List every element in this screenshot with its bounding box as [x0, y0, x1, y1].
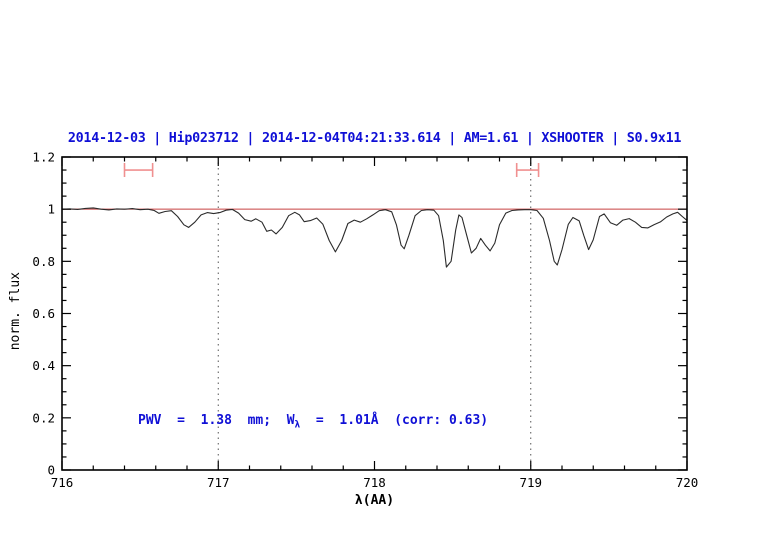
- pwv-annotation: PWV = 1.38 mm; Wλ = 1.01Å (corr: 0.63): [138, 413, 488, 431]
- spectrum-line: [61, 207, 688, 268]
- y-tick-label: 0.6: [32, 306, 55, 321]
- range-marker-1: [123, 163, 154, 178]
- y-tick-label: 0.4: [32, 358, 55, 373]
- x-axis-label: λ(AA): [354, 493, 395, 508]
- y-tick-label: 0.2: [32, 410, 55, 425]
- x-tick-label: 720: [676, 475, 699, 490]
- x-tick-label: 718: [363, 475, 386, 490]
- equivalent-width-text: = 1.01Å (corr: 0.63): [300, 413, 489, 428]
- pwv-text: PWV = 1.38 mm; W: [138, 413, 295, 428]
- y-tick-label: 1.2: [32, 150, 55, 165]
- x-tick-label: 716: [51, 475, 74, 490]
- x-tick-label: 717: [207, 475, 230, 490]
- y-axis-label: norm. flux: [8, 272, 23, 351]
- lambda-subscript: λ: [294, 419, 301, 431]
- y-tick-label: 1: [47, 202, 55, 217]
- y-tick-label: 0: [47, 463, 55, 478]
- range-marker-2: [515, 163, 540, 178]
- y-tick-label: 0.8: [32, 254, 55, 269]
- plot-title: 2014-12-03 | Hip023712 | 2014-12-04T04:2…: [67, 131, 682, 146]
- x-tick-label: 719: [519, 475, 542, 490]
